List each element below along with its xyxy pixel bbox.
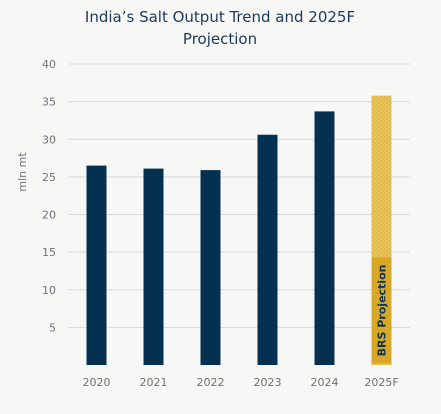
bar-2020 [86,165,107,365]
chart-title-line-1: India’s Salt Output Trend and 2025F [85,8,355,26]
y-tick-label: 35 [42,96,56,109]
bar-2023 [257,134,278,365]
y-tick-label: 25 [42,171,56,184]
y-tick-label: 30 [42,133,56,146]
y-tick-label: 10 [42,284,56,297]
y-tick-label: 40 [42,58,56,71]
y-axis-label: mln mt [16,152,29,192]
projection-annotation: BRS Projection [376,265,389,357]
grid-layer [68,63,410,328]
x-tick-label: 2024 [311,376,339,389]
x-tick-label: 2020 [83,376,111,389]
x-tick-label: 2021 [140,376,168,389]
y-tick-label: 20 [42,209,56,222]
x-tick-label: 2022 [197,376,225,389]
projection-badge [371,257,392,364]
y-tick-label: 5 [49,321,56,334]
bar-2024 [314,111,335,365]
x-tick-label: 2025F [364,376,398,389]
x-tick-label: 2023 [254,376,282,389]
bar-2021 [143,168,164,365]
bar-layer: BRS Projection [86,95,392,365]
bar-2022 [200,170,221,365]
chart-title-line-2: Projection [183,30,257,48]
y-tick-label: 15 [42,246,56,259]
tick-layer: 5 10 15 20 25 30 35 40 2020 2021 2022 2023 2024 2025F [42,58,399,389]
